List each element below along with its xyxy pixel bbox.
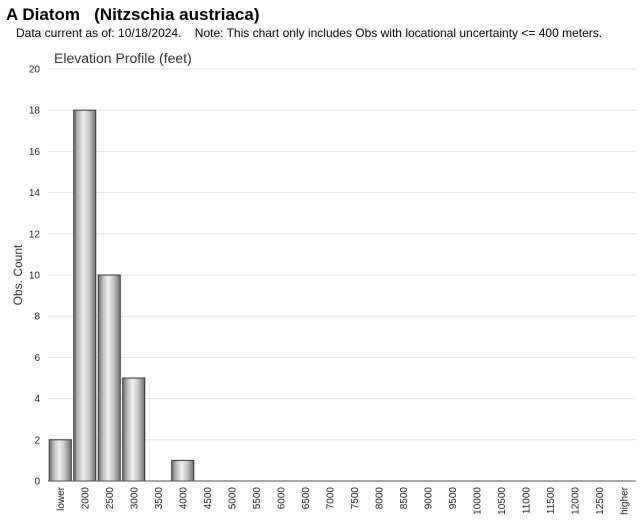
y-tick-label: 20 [29, 65, 41, 76]
x-tick-label: 10000 [472, 487, 483, 515]
x-tick-label: 12500 [595, 487, 606, 515]
y-tick-label: 2 [34, 435, 40, 446]
x-tick-label: 2000 [80, 487, 91, 510]
x-tick-label: 9000 [423, 487, 434, 510]
x-tick-label: 7000 [325, 487, 336, 510]
y-tick-label: 6 [34, 353, 40, 364]
bar-4000 [171, 459, 195, 482]
x-tick-label: 12000 [570, 487, 581, 515]
x-tick-label: 6500 [301, 487, 312, 510]
x-tick-label: 7500 [350, 487, 361, 510]
x-tick-label: 6000 [276, 487, 287, 510]
chart-heading: A Diatom (Nitzschia austriaca) [6, 5, 260, 24]
data-note: Data current as of: 10/18/2024. Note: Th… [16, 26, 603, 40]
x-tick-labels: lower 2000 2500 3000 3500 4000 4500 5000 5500 600… [56, 486, 631, 514]
x-tick-label: 2500 [105, 487, 116, 510]
x-tick-label: 11500 [546, 487, 557, 515]
y-tick-label: 10 [29, 271, 41, 282]
x-tick-label: 8000 [374, 487, 385, 510]
y-axis-title: Obs. Count [11, 244, 25, 305]
plot-title: Elevation Profile (feet) [54, 50, 192, 66]
bar-2000 [73, 109, 97, 482]
bars [48, 109, 195, 482]
y-tick-label: 14 [29, 188, 41, 199]
x-tick-label: 3500 [154, 487, 165, 510]
y-tick-label: 8 [34, 312, 40, 323]
x-tick-label: 4500 [203, 487, 214, 510]
x-tick-label: 10500 [497, 487, 508, 515]
x-tick-label: 4000 [178, 487, 189, 510]
x-tick-label: 8500 [399, 487, 410, 510]
x-tick-label: 5500 [252, 487, 263, 510]
x-tick-label: 3000 [129, 487, 140, 510]
y-tick-label: 16 [29, 147, 41, 158]
x-tick-label: lower [56, 486, 67, 511]
y-tick-labels: 0 2 4 6 8 10 12 14 16 18 20 [29, 65, 41, 488]
x-tick-label: 9500 [448, 487, 459, 510]
grid-lines [48, 68, 636, 441]
x-tick-label: 5000 [227, 487, 238, 510]
x-tick-label: 11000 [521, 487, 532, 515]
y-tick-label: 12 [29, 229, 41, 240]
y-tick-label: 0 [34, 477, 40, 488]
y-tick-label: 18 [29, 106, 41, 117]
bar-3000 [122, 377, 146, 482]
bar-lower [48, 439, 72, 482]
y-tick-label: 4 [34, 394, 40, 405]
x-tick-label: higher [619, 486, 630, 514]
bar-2500 [97, 274, 121, 482]
